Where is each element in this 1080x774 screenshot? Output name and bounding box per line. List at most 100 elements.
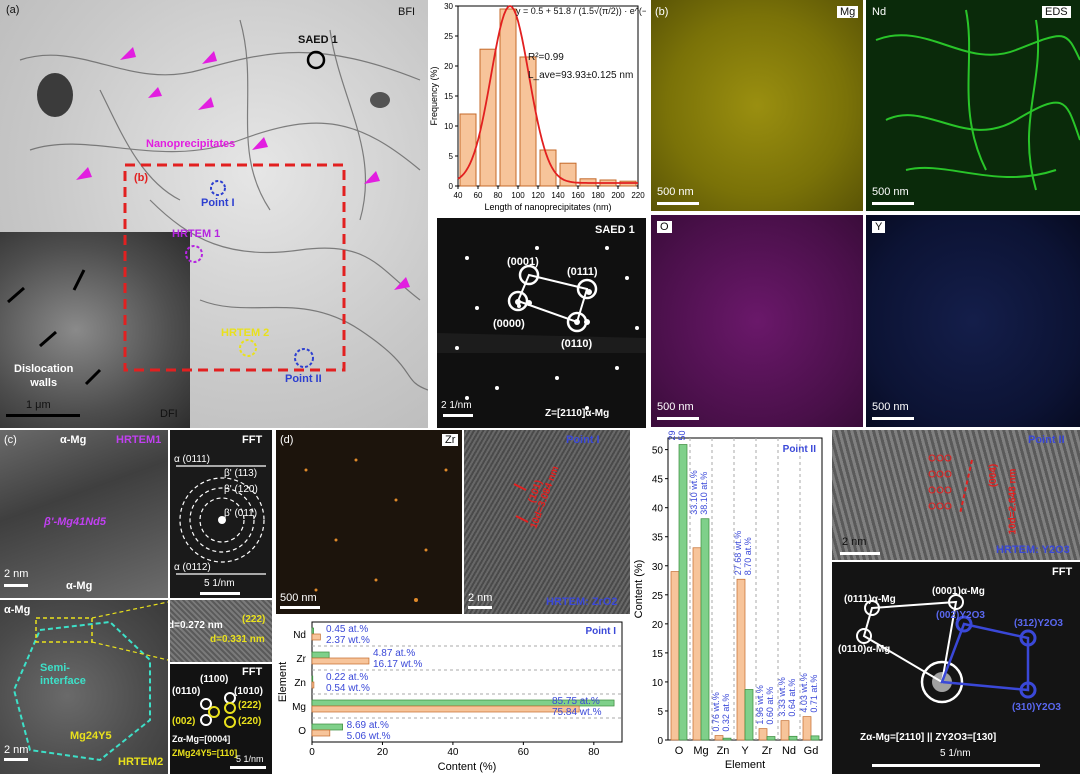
point2-wt-label: 0.76 wt.% — [711, 692, 721, 732]
hrtem1-title: HRTEM1 — [116, 434, 162, 446]
point1-chart-panel: Point I Nd 0.45 at.% 2.37 wt.% Zr 4.87 at.% 16… — [276, 616, 630, 774]
point2-ytick-label: 30 — [652, 562, 664, 573]
eds-map-y: Y 500 nm — [866, 215, 1080, 427]
point2-wt-label: 27.68 wt.% — [733, 531, 743, 576]
histogram-xtick-label: 100 — [511, 191, 525, 200]
y2o3-point-ii: Point II — [1028, 434, 1065, 446]
box-b-label: (b) — [134, 172, 149, 184]
point2-bar-at — [766, 736, 776, 741]
point2-ytick-label: 10 — [652, 678, 664, 689]
point2-bar-at — [722, 737, 732, 741]
fft-y2o3-zone: Zα-Mg=[2110] || ZY2O3=[130] — [860, 732, 997, 743]
fft1-title: FFT — [242, 434, 263, 446]
point1-xtick-label: 40 — [447, 747, 459, 758]
eds-mg-scale: 500 nm — [657, 186, 694, 198]
point1-ylabel: Element — [277, 662, 289, 702]
point1-bar-at — [311, 675, 314, 683]
fft2-1010: (1010) — [234, 686, 263, 697]
fft-y2o3-s4: (312)Y2O3 — [1014, 618, 1063, 629]
hrtem1-scale: 2 nm — [4, 568, 29, 580]
histogram-chart: 40 60 80 100 120 140 160 180 200 220 0 5 10 15 20 25 30 L… — [429, 2, 645, 212]
point1-wt-label: 75.84 wt.% — [552, 707, 602, 718]
eds-mg-scalebar — [657, 202, 699, 205]
histogram-ytick-label: 30 — [444, 2, 453, 11]
point2-wt-label: 33.10 wt.% — [689, 470, 699, 515]
histogram-equation: y = 0.5 + 51.8 / (1.5√(π/2)) · e^(−2((x−… — [516, 6, 646, 16]
point-i-label: Point I — [201, 197, 235, 209]
point1-xtick-label: 80 — [588, 747, 600, 758]
point1-wt-label: 16.17 wt.% — [373, 659, 423, 670]
fft2-pattern — [200, 692, 266, 769]
point1-at-label: 85.75 at.% — [552, 696, 600, 707]
point-ii-label: Point II — [285, 373, 322, 385]
point2-ytick-label: 40 — [652, 504, 664, 515]
point2-bar-at — [788, 735, 798, 741]
hrtem2-overlay — [4, 601, 168, 762]
fft2-222: (222) — [238, 700, 262, 711]
nanoprecipitates-label: Nanoprecipitates — [146, 138, 236, 150]
point2-at-label: 0.64 at.% — [787, 679, 797, 717]
fft-y2o3-pattern — [856, 594, 1040, 767]
eds-nd-scale: 500 nm — [872, 186, 909, 198]
histogram-xtick-label: 220 — [631, 191, 645, 200]
hrtem2-label: HRTEM 2 — [221, 327, 270, 339]
point2-ytick-label: 0 — [657, 736, 663, 747]
histogram-bar — [499, 8, 517, 187]
point2-ytick-label: 25 — [652, 591, 664, 602]
saed-pattern — [437, 246, 646, 417]
point2-at-label: 38.10 at.% — [699, 472, 709, 515]
zro2-point-i: Point I — [566, 434, 600, 446]
fft-y2o3-scale: 5 1/nm — [940, 748, 971, 759]
histogram-xlabel: Length of nanoprecipitates (nm) — [484, 202, 611, 212]
saed1-label: SAED 1 — [298, 34, 338, 46]
fft2-panel: FFT (1100) (0110) (1010) (222) (002) (22… — [170, 664, 272, 774]
zr-map: (d) Zr 500 nm — [276, 430, 462, 614]
fft-y2o3-s3: (002)Y2O3 — [936, 610, 985, 621]
eds-mg-label: Mg — [837, 6, 859, 18]
y2o3-title: HRTEM: Y2O3 — [996, 544, 1070, 556]
point2-xlabel: Element — [725, 759, 765, 771]
saed-spot-0111: (0111) — [567, 266, 598, 278]
hrtem2-amg: α-Mg — [4, 604, 31, 616]
panel-a-micrograph: (a) BFI SAED 1 Nanoprecipitates (b) Poin… — [0, 0, 428, 428]
histogram-xtick-label: 40 — [454, 191, 463, 200]
hrtem1-label: HRTEM 1 — [172, 228, 221, 240]
eds-map-o: O 500 nm — [651, 215, 863, 427]
point1-wt-label: 5.06 wt.% — [347, 731, 391, 742]
fft1-b120: β' (120) — [224, 484, 258, 495]
eds-o-label: O — [657, 221, 672, 233]
fft1-a0112: α (0112) — [174, 562, 211, 573]
hrtem1-amg-top: α-Mg — [60, 434, 87, 446]
mg24y5-label: Mg24Y5 — [70, 730, 112, 742]
histogram-ylabel: Frequency (%) — [429, 66, 439, 125]
point2-bar-at — [810, 735, 820, 741]
saed-title: SAED 1 — [595, 224, 635, 236]
fft2-scale: 5 1/nm — [236, 754, 264, 764]
fft2-zone-mg24: ZMg24Y5=[110] — [172, 748, 238, 758]
point1-bar-wt — [311, 729, 331, 737]
eds-o-scale: 500 nm — [657, 401, 694, 413]
panel-b-letter: (b) — [655, 6, 669, 18]
fft1-scale: 5 1/nm — [204, 578, 235, 589]
fft-y2o3-s5: (0110)α-Mg — [838, 644, 891, 655]
eds-nd-texture — [875, 9, 1080, 191]
point2-category: Y — [741, 745, 749, 757]
point2-ytick-label: 5 — [657, 707, 663, 718]
d-spacing-2: d=0.331 nm — [210, 634, 265, 645]
y2o3-d: 10d=2.648 nm — [1007, 468, 1019, 535]
point1-bar-at — [311, 651, 330, 659]
point2-category: Nd — [782, 745, 796, 757]
histogram-ytick-label: 10 — [444, 122, 453, 131]
hrtem1-phase: β'-Mg41Nd5 — [44, 516, 107, 528]
zro2-scale: 2 nm — [468, 592, 493, 604]
panel-c-letter: (c) — [4, 434, 17, 446]
point1-at-label: 0.45 at.% — [326, 624, 368, 635]
point2-bar-wt — [736, 578, 746, 741]
point2-chart: Point II O 29.10 wt.%50.88 at.% Mg 33.10 wt.… — [633, 430, 823, 771]
eds-y-label: Y — [872, 221, 886, 233]
fft1-b011: β' (011) — [224, 508, 258, 519]
point2-bar-wt — [714, 735, 724, 741]
histogram-ytick-label: 20 — [444, 62, 453, 71]
bfi-label: BFI — [398, 6, 416, 18]
point1-bar-wt — [311, 657, 370, 665]
